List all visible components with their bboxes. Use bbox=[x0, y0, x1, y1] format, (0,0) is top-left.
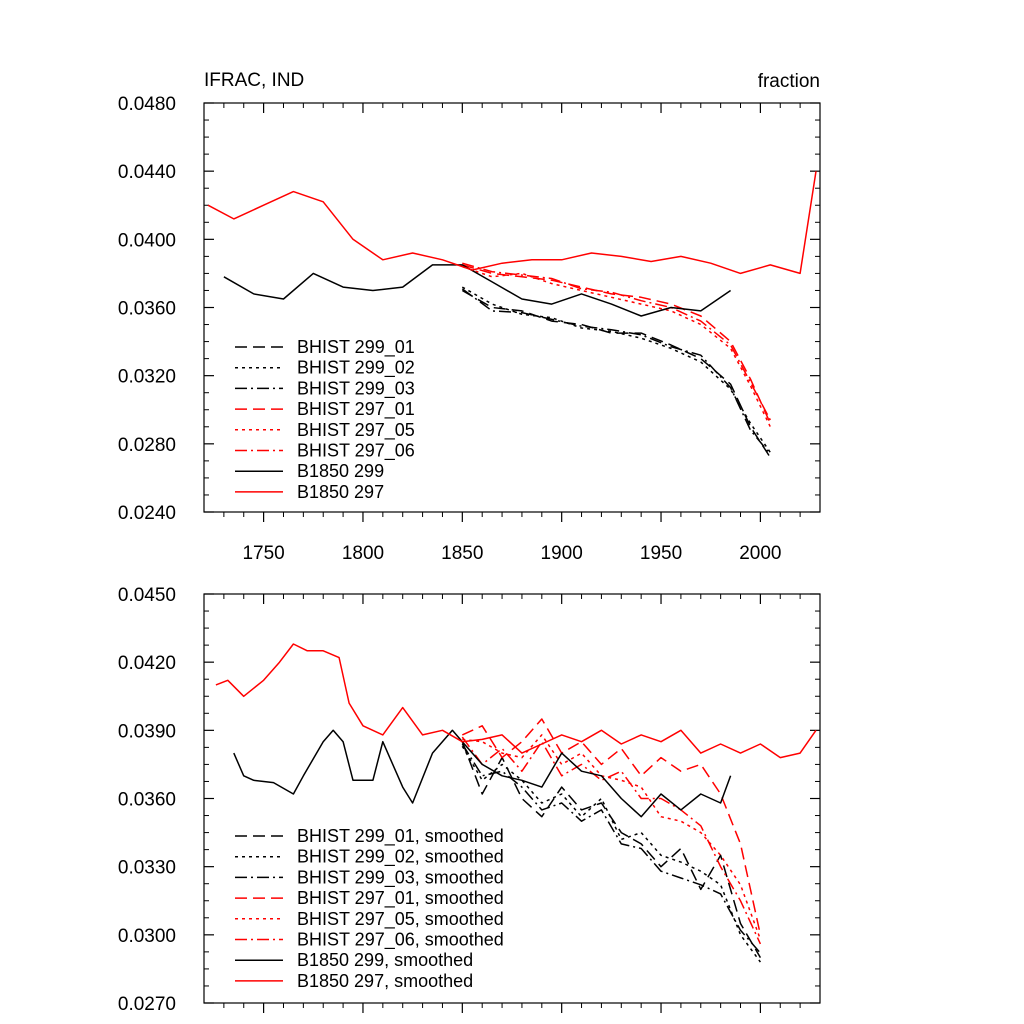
top-chart-units: fraction bbox=[758, 71, 820, 92]
x-tick-label: 1850 bbox=[441, 543, 483, 564]
y-tick-label: 0.0240 bbox=[118, 503, 176, 524]
y-tick-label: 0.0360 bbox=[118, 790, 176, 811]
legend-label: B1850 297 bbox=[297, 482, 384, 502]
y-tick-label: 0.0360 bbox=[118, 299, 176, 320]
series-group bbox=[207, 171, 817, 458]
y-tick-label: 0.0420 bbox=[118, 653, 176, 674]
series-line bbox=[215, 643, 817, 759]
series-line bbox=[223, 264, 732, 317]
legend-label: BHIST 299_01, smoothed bbox=[297, 826, 504, 847]
y-tick-label: 0.0390 bbox=[118, 721, 176, 742]
top-panel: IFRAC, IND fraction 0.0240 0.0280 0.0320 0.… bbox=[118, 70, 821, 564]
series-line bbox=[233, 729, 732, 818]
x-tick-label: 1950 bbox=[640, 543, 682, 564]
y-tick-label: 0.0440 bbox=[118, 162, 176, 183]
y-tick-label: 0.0270 bbox=[118, 994, 176, 1015]
y-tick-label: 0.0330 bbox=[118, 858, 176, 879]
legend-label: B1850 299 bbox=[297, 461, 384, 481]
series-line bbox=[207, 171, 817, 275]
legend-label: BHIST 297_05, smoothed bbox=[297, 909, 504, 930]
x-tick-label: 1750 bbox=[242, 543, 284, 564]
x-tick-label: 1800 bbox=[342, 543, 384, 564]
series-line bbox=[462, 264, 771, 424]
x-tick-label: 1900 bbox=[541, 543, 583, 564]
y-tick-label: 0.0320 bbox=[118, 367, 176, 388]
legend-label: BHIST 297_06, smoothed bbox=[297, 930, 504, 951]
legend-label: BHIST 299_03 bbox=[297, 378, 415, 399]
bottom-panel: 0.0270 0.0300 0.0330 0.0360 0.0390 0.0420 0.04… bbox=[118, 585, 821, 1015]
series-line bbox=[461, 743, 761, 954]
series-line bbox=[462, 262, 771, 421]
legend-label: BHIST 299_03, smoothed bbox=[297, 867, 504, 888]
y-tick-label: 0.0300 bbox=[118, 926, 176, 947]
series-line bbox=[461, 718, 762, 935]
series-line bbox=[461, 288, 771, 455]
legend-label: BHIST 299_02, smoothed bbox=[297, 847, 504, 868]
legend-label: BHIST 297_06 bbox=[297, 441, 415, 462]
legend-label: B1850 299, smoothed bbox=[297, 950, 473, 970]
y-tick-label: 0.0480 bbox=[118, 94, 176, 115]
y-tick-label: 0.0400 bbox=[118, 230, 176, 251]
x-tick-label: 2000 bbox=[739, 543, 781, 564]
legend-label: BHIST 297_01, smoothed bbox=[297, 888, 504, 909]
y-tick-label: 0.0280 bbox=[118, 435, 176, 456]
series-line bbox=[462, 734, 762, 940]
top-chart-title: IFRAC, IND bbox=[204, 70, 304, 91]
y-tick-label: 0.0450 bbox=[118, 585, 176, 606]
series-line bbox=[461, 741, 762, 958]
series-line bbox=[461, 289, 771, 458]
legend-label: BHIST 299_02 bbox=[297, 358, 415, 379]
legend-label: B1850 297, smoothed bbox=[297, 971, 473, 991]
legend-label: BHIST 297_01 bbox=[297, 399, 415, 420]
series-line bbox=[461, 745, 762, 963]
legend-label: BHIST 297_05 bbox=[297, 420, 415, 441]
series-line bbox=[461, 736, 762, 945]
series-group bbox=[215, 643, 817, 963]
legend-label: BHIST 299_01 bbox=[297, 337, 415, 358]
